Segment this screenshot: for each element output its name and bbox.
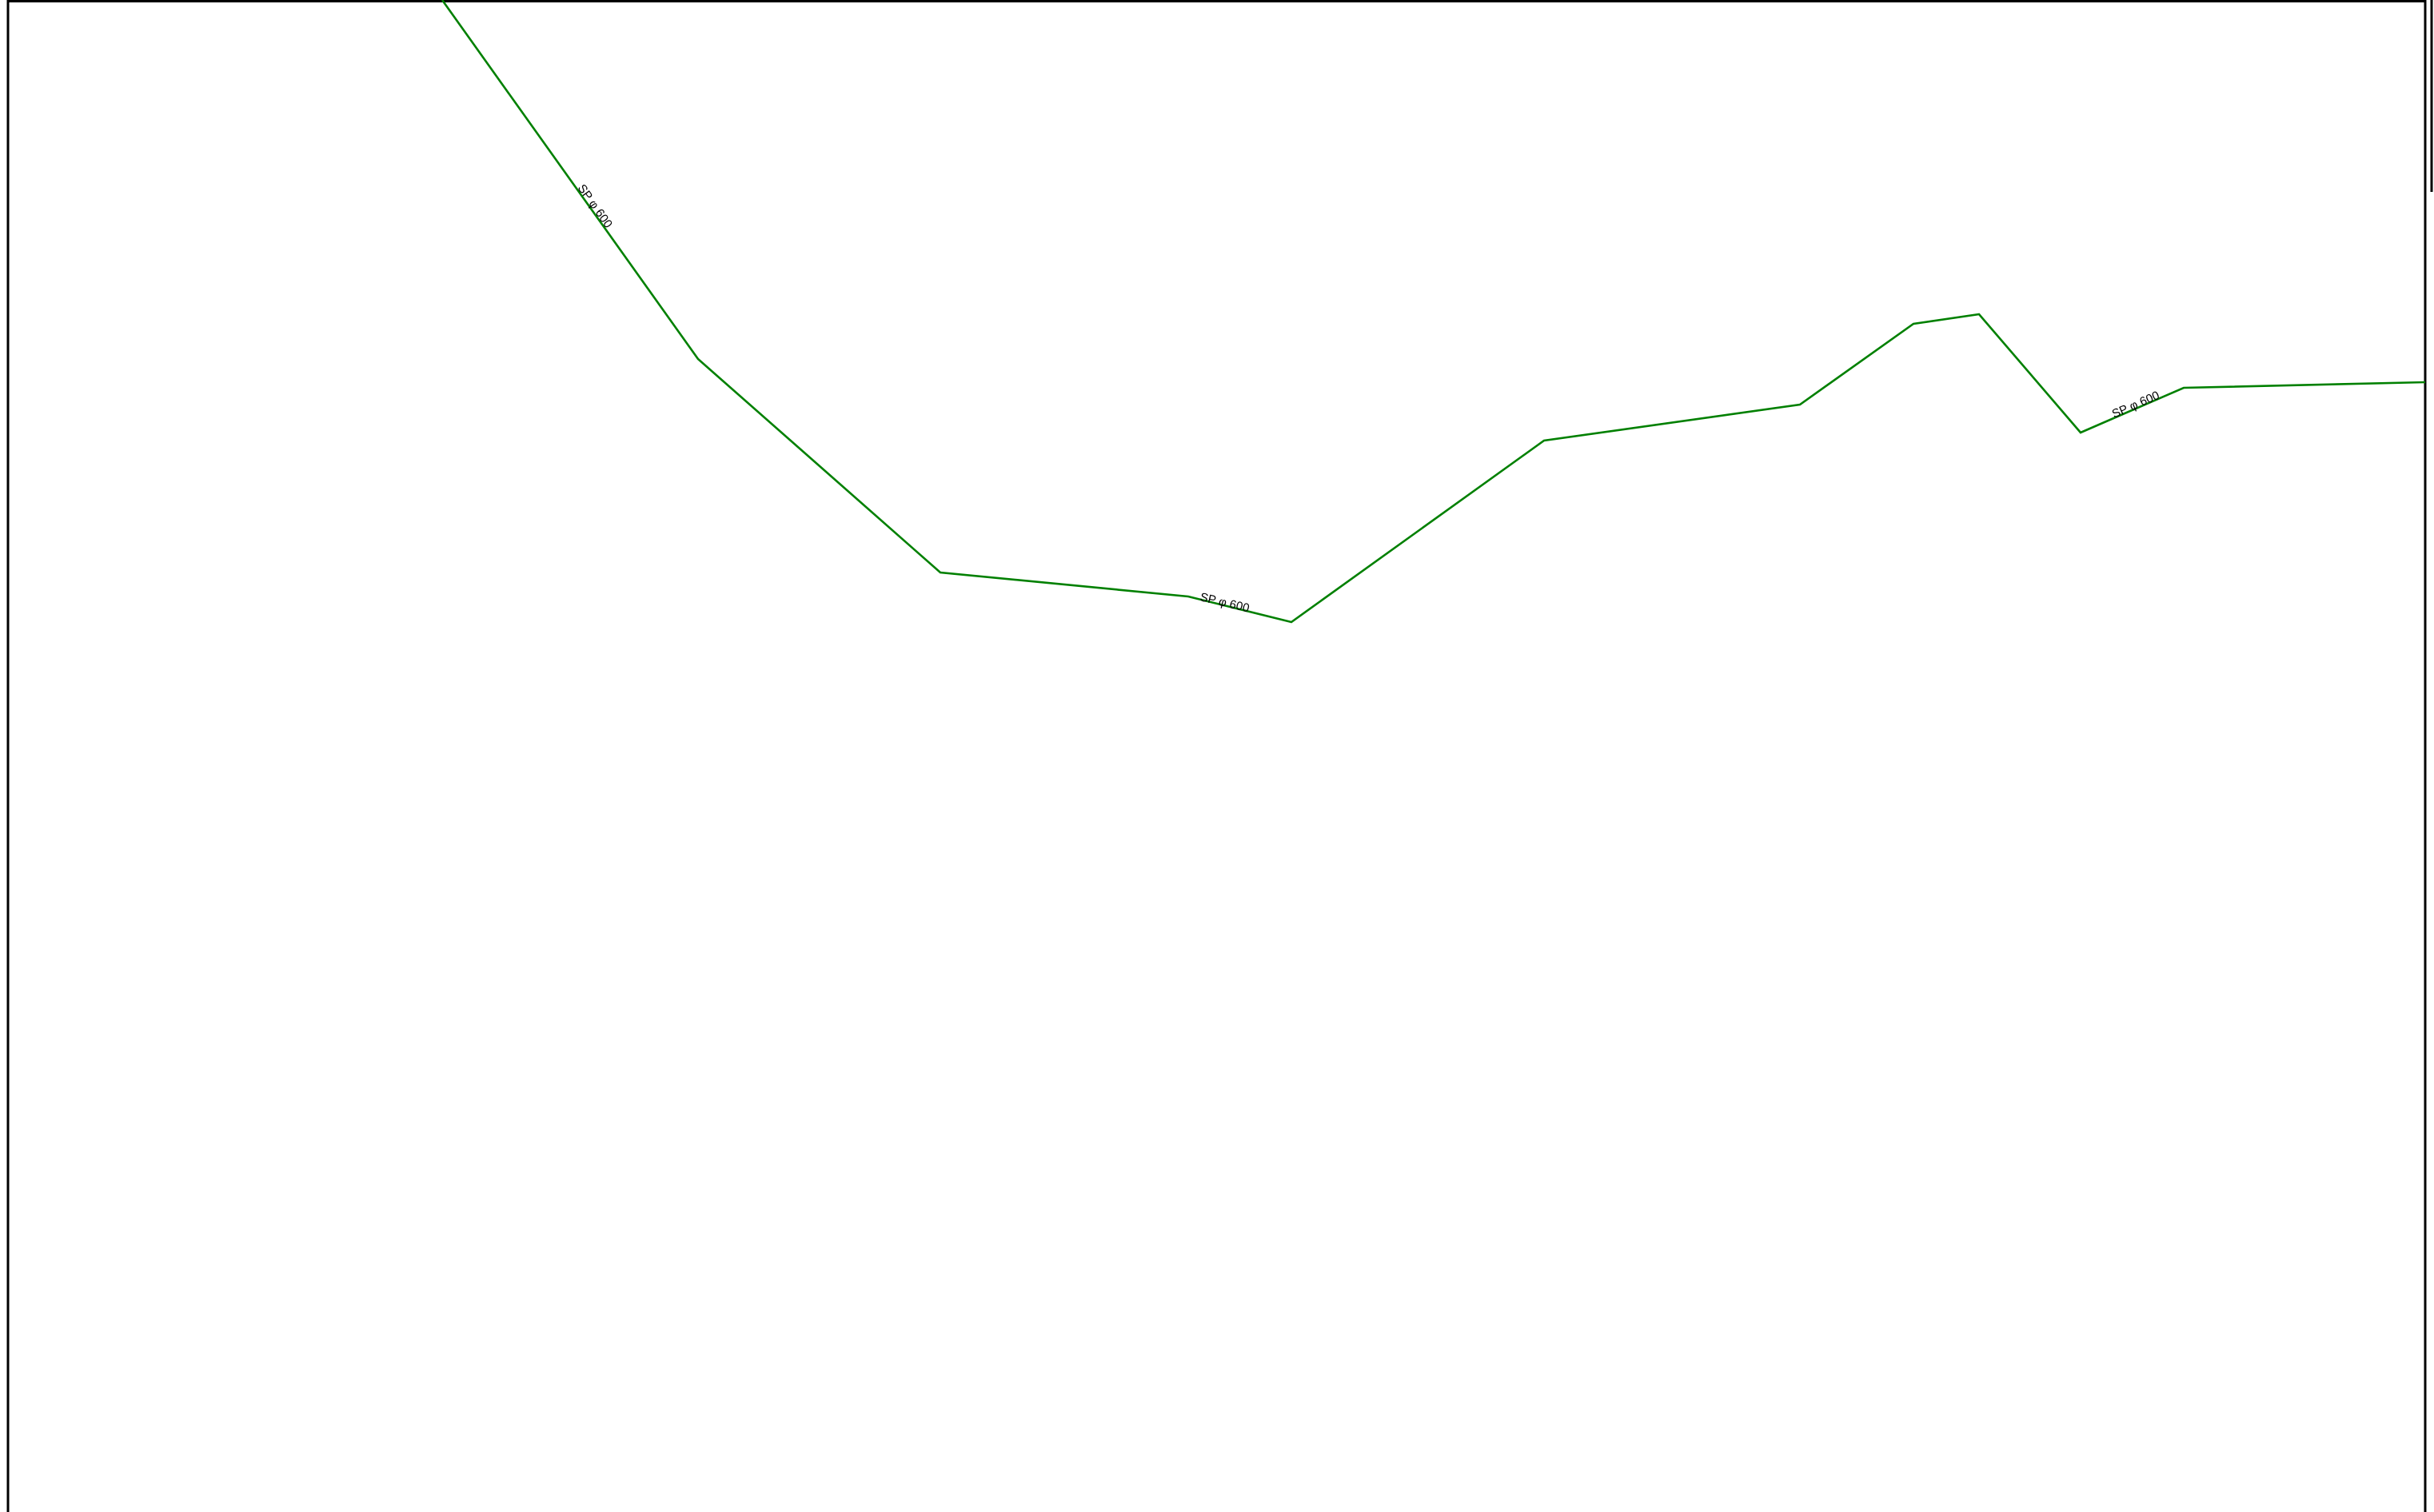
- pipe-label-1: SP φ 600: [575, 182, 615, 230]
- pipe-label-3: SP φ 600: [2110, 389, 2161, 421]
- pipeline-line: [441, 0, 2426, 624]
- frame-border: [6, 0, 2427, 1512]
- pipe-label-2: SP φ 600: [1199, 590, 1251, 615]
